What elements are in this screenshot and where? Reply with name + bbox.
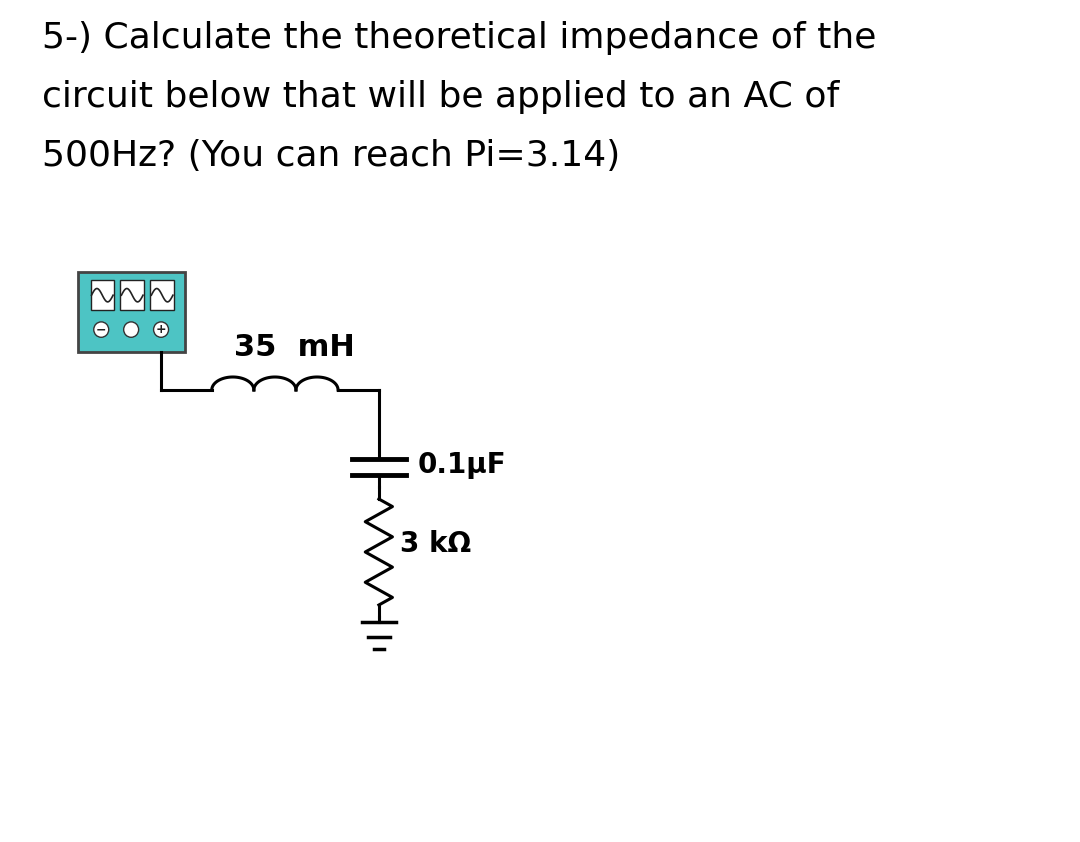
Circle shape [124, 322, 138, 338]
Text: 3 kΩ: 3 kΩ [401, 530, 471, 558]
FancyBboxPatch shape [150, 280, 174, 311]
Text: 500Hz? (You can reach Pi=3.14): 500Hz? (You can reach Pi=3.14) [42, 139, 620, 173]
Text: 35  mH: 35 mH [234, 333, 354, 362]
Text: 0.1μF: 0.1μF [418, 451, 507, 479]
Text: 5-) Calculate the theoretical impedance of the: 5-) Calculate the theoretical impedance … [42, 21, 876, 55]
FancyBboxPatch shape [91, 280, 114, 311]
FancyBboxPatch shape [121, 280, 144, 311]
Text: −: − [96, 323, 107, 336]
Text: circuit below that will be applied to an AC of: circuit below that will be applied to an… [42, 80, 839, 114]
Circle shape [94, 322, 109, 338]
FancyBboxPatch shape [78, 272, 185, 352]
Text: +: + [156, 323, 166, 336]
Circle shape [153, 322, 168, 338]
